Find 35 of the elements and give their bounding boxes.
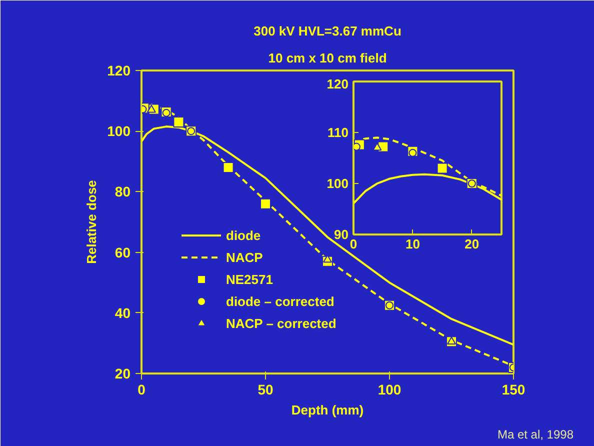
- text: Ma et al, 1998: [497, 428, 574, 442]
- point: [436, 162, 448, 174]
- point: [222, 162, 234, 173]
- point: [408, 148, 417, 157]
- legend-label: diode: [226, 228, 261, 242]
- point: [146, 104, 156, 113]
- x-tick-label: 10: [405, 236, 420, 252]
- x-tick-label: 0: [138, 382, 146, 398]
- point: [447, 336, 456, 344]
- point: [173, 116, 184, 128]
- x-tick-label: 20: [464, 236, 480, 252]
- x-tick-label: 100: [378, 382, 402, 398]
- legend-label: diode – corrected: [226, 294, 334, 308]
- y-tick-label: 80: [114, 184, 131, 200]
- legend-label: NACP: [226, 250, 263, 264]
- x-tick-label: 50: [258, 382, 274, 398]
- y-tick-label: 120: [326, 76, 349, 92]
- x-tick-label: 150: [502, 382, 526, 398]
- legend-label: NACP – corrected: [226, 316, 336, 330]
- point: [260, 198, 271, 210]
- chart-title: 300 kV HVL=3.67 mmCu: [254, 24, 402, 38]
- x-tick-label: 0: [350, 236, 358, 252]
- y-tick-label: 60: [114, 244, 131, 260]
- y-tick-label: 20: [114, 366, 131, 382]
- legend-label: NE2571: [226, 272, 273, 286]
- x-axis-title: Depth (mm): [291, 402, 364, 418]
- chart-subtitle: 10 cm x 10 cm field: [268, 50, 387, 66]
- point: [354, 142, 360, 151]
- y-tick-label: 110: [328, 125, 349, 140]
- y-tick-label: 120: [107, 62, 131, 78]
- y-tick-label: 40: [114, 304, 131, 321]
- y-tick-label: 90: [334, 227, 349, 242]
- y-tick-label: 100: [326, 176, 349, 191]
- y-tick-label: 100: [107, 123, 131, 140]
- y-axis-title: Relative dose: [84, 180, 100, 264]
